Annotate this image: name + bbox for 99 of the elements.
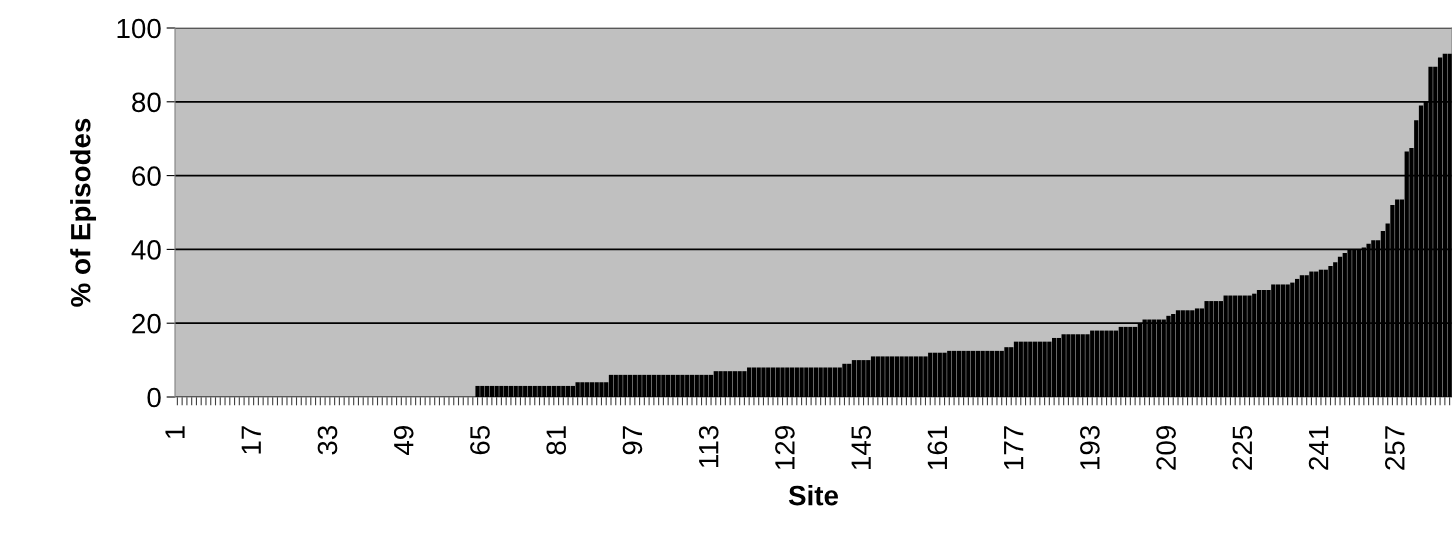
bar <box>832 367 838 397</box>
x-tick-label: 65 <box>470 425 490 455</box>
bar <box>637 374 642 397</box>
x-tick-label: 209 <box>1156 426 1176 470</box>
bar <box>1166 315 1171 397</box>
bar <box>680 374 685 397</box>
bar <box>889 356 895 397</box>
bar <box>923 356 928 397</box>
x-tick-label: 1 <box>165 426 185 439</box>
bar <box>627 374 633 397</box>
bar <box>851 360 857 397</box>
bar <box>1056 337 1062 397</box>
x-tick-label: 145 <box>851 425 871 469</box>
bar <box>599 382 604 397</box>
bar <box>913 356 919 397</box>
bar <box>1075 334 1081 397</box>
bar <box>618 374 623 397</box>
x-tick-label: 161 <box>927 426 948 469</box>
bar <box>556 385 561 397</box>
x-tick-label: 113 <box>698 425 719 467</box>
bar <box>985 350 990 397</box>
bar <box>823 367 828 397</box>
bar <box>1228 295 1233 397</box>
bar <box>975 350 981 397</box>
bar <box>751 367 757 397</box>
x-tick-label: 193 <box>1080 425 1100 469</box>
x-tick-label: 177 <box>1004 426 1024 469</box>
bar <box>894 356 900 397</box>
bar <box>904 356 909 397</box>
bar <box>651 374 657 397</box>
y-axis-title: % of Episodes <box>70 118 97 307</box>
bar <box>1328 266 1333 397</box>
bar <box>942 352 947 397</box>
bar <box>1004 347 1009 397</box>
x-tick-label: 241 <box>1308 426 1329 470</box>
bar <box>808 367 814 397</box>
bar <box>761 367 766 397</box>
x-tick-label: 17 <box>241 426 261 454</box>
bar <box>489 385 495 397</box>
bar <box>589 382 595 397</box>
bar <box>1032 341 1038 397</box>
bar <box>1185 310 1190 397</box>
bar <box>813 367 819 397</box>
y-tick-label: 40 <box>131 240 161 260</box>
bar <box>518 385 523 397</box>
bar <box>1447 53 1452 397</box>
bar <box>727 371 733 397</box>
bar <box>1023 341 1028 397</box>
bar <box>1085 334 1090 397</box>
bar <box>1247 295 1252 397</box>
bar <box>951 350 957 397</box>
bar <box>537 385 542 397</box>
y-tick-label: 60 <box>132 166 161 186</box>
bar <box>1104 330 1109 397</box>
bar <box>565 385 571 397</box>
bar <box>608 374 614 397</box>
bar <box>799 367 804 397</box>
bar <box>1147 319 1152 397</box>
bar <box>475 385 480 397</box>
x-tick-label: 225 <box>1232 425 1253 470</box>
x-tick-label: 81 <box>546 426 567 455</box>
x-tick-label: 97 <box>622 426 643 455</box>
bar <box>570 385 576 397</box>
x-tick-label: 49 <box>393 426 414 456</box>
bar <box>1066 334 1071 397</box>
bar <box>1309 271 1314 397</box>
bar <box>527 385 533 397</box>
x-tick-label: 129 <box>775 426 795 469</box>
bar <box>970 350 976 397</box>
y-tick-label: 100 <box>117 18 161 39</box>
bar <box>1051 337 1057 397</box>
bar <box>546 385 552 397</box>
x-axis-title: Site <box>788 485 839 506</box>
bar <box>770 367 776 397</box>
bar <box>1113 330 1119 397</box>
bar <box>484 385 490 397</box>
bar <box>870 356 876 397</box>
bar <box>699 374 704 397</box>
bar <box>689 374 695 397</box>
bar <box>842 363 847 397</box>
bar <box>646 374 652 397</box>
bar <box>508 385 514 397</box>
y-tick-label: 0 <box>147 387 161 408</box>
bar <box>732 371 738 397</box>
bar <box>861 360 866 397</box>
bar <box>1132 326 1138 397</box>
bar <box>1013 341 1019 397</box>
bar <box>718 371 723 397</box>
bar <box>994 350 1000 397</box>
bar <box>789 367 795 397</box>
bar <box>1094 330 1100 397</box>
bar <box>708 374 714 397</box>
y-tick-label: 20 <box>132 313 161 334</box>
bar <box>780 367 785 397</box>
x-tick-label: 257 <box>1384 426 1405 470</box>
y-tick-label: 80 <box>132 92 161 113</box>
x-tick-label: 33 <box>317 426 338 455</box>
bar <box>932 352 938 397</box>
bar <box>670 374 676 397</box>
